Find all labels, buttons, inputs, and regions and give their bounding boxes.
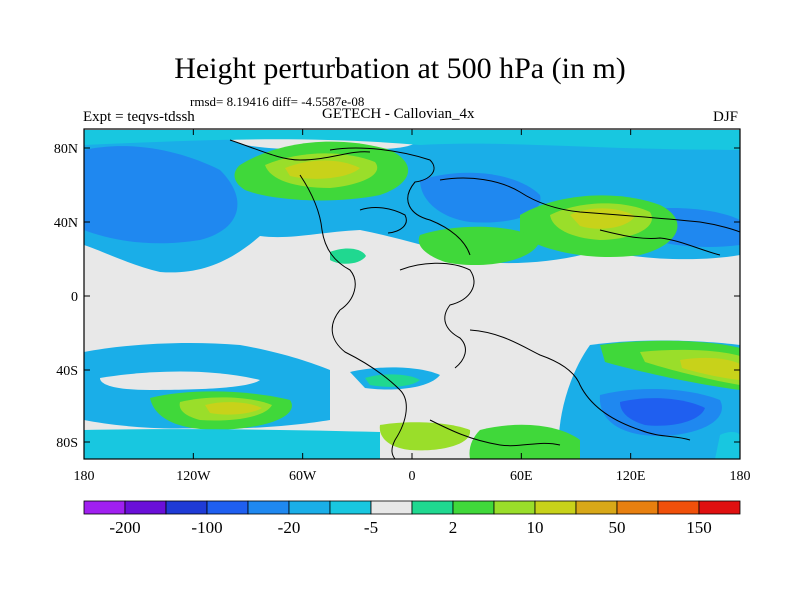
experiment-label: Expt = teqvs-tdssh bbox=[83, 109, 195, 125]
x-tick-label: 180 bbox=[74, 469, 95, 484]
contour-south-deepblue-2 bbox=[620, 398, 705, 426]
plot-title: Height perturbation at 500 hPa (in m) bbox=[174, 52, 626, 85]
y-axis: 80N 40N 0 40S 80S bbox=[54, 142, 740, 451]
contour-north-green-3 bbox=[418, 226, 540, 266]
model-label: GETECH - Callovian_4x bbox=[322, 106, 475, 122]
colorbar: -200 -100 -20 -5 2 10 50 150 bbox=[83, 500, 741, 537]
x-tick-label: 120W bbox=[176, 469, 211, 484]
x-axis: 180 120W 60W 0 60E 120E 180 bbox=[74, 129, 751, 484]
contour-south-green-4 bbox=[469, 424, 580, 459]
contour-south-cyan-1 bbox=[84, 429, 380, 459]
x-tick-label: 60W bbox=[289, 469, 317, 484]
colorbar-swatch bbox=[83, 500, 126, 515]
contour-north-teal bbox=[330, 248, 366, 264]
colorbar-swatch bbox=[575, 500, 618, 515]
colorbar-swatch bbox=[288, 500, 331, 515]
contour-north-olive-2 bbox=[570, 208, 635, 229]
colorbar-swatch bbox=[493, 500, 536, 515]
colorbar-swatch bbox=[452, 500, 495, 515]
colorbar-swatch bbox=[206, 500, 249, 515]
contour-south-white-gap bbox=[100, 371, 260, 390]
x-tick-label: 60E bbox=[510, 469, 533, 484]
colorbar-swatch bbox=[698, 500, 741, 515]
contour-south-olive-3 bbox=[680, 357, 740, 380]
colorbar-label: -100 bbox=[191, 518, 222, 537]
colorbar-label: -200 bbox=[109, 518, 140, 537]
season-label: DJF bbox=[713, 109, 739, 125]
x-tick-label: 0 bbox=[409, 469, 416, 484]
y-tick-label: 40N bbox=[54, 216, 78, 231]
contour-north-olive-1 bbox=[285, 160, 360, 179]
colorbar-swatch bbox=[124, 500, 167, 515]
x-tick-label: 180 bbox=[730, 469, 751, 484]
colorbar-swatch bbox=[329, 500, 372, 515]
contour-south-green-2 bbox=[379, 422, 471, 451]
contour-south-olive-1 bbox=[205, 402, 262, 415]
colorbar-swatch bbox=[247, 500, 290, 515]
x-tick-label: 120E bbox=[616, 469, 646, 484]
colorbar-swatch bbox=[657, 500, 700, 515]
colorbar-label: -20 bbox=[278, 518, 301, 537]
y-tick-label: 0 bbox=[71, 290, 78, 305]
colorbar-swatch bbox=[370, 500, 413, 515]
contour-field bbox=[84, 129, 740, 459]
stats-text: rmsd= 8.19416 diff= -4.5587e-08 bbox=[190, 94, 365, 109]
colorbar-label: 10 bbox=[527, 518, 544, 537]
colorbar-label: -5 bbox=[364, 518, 378, 537]
coastlines bbox=[229, 139, 740, 459]
y-tick-label: 80N bbox=[54, 142, 78, 157]
contour-south-teal bbox=[365, 374, 420, 387]
contour-north-deepblue-1 bbox=[84, 146, 238, 244]
colorbar-swatch bbox=[165, 500, 208, 515]
colorbar-label: 2 bbox=[449, 518, 458, 537]
colorbar-swatch bbox=[534, 500, 577, 515]
y-tick-label: 40S bbox=[56, 364, 78, 379]
contour-south-cyan-2 bbox=[715, 432, 740, 459]
colorbar-swatch bbox=[411, 500, 454, 515]
colorbar-swatch bbox=[616, 500, 659, 515]
colorbar-label: 150 bbox=[686, 518, 712, 537]
contour-north-deepblue-2 bbox=[420, 172, 541, 223]
contour-north-cyan-1 bbox=[84, 130, 740, 150]
y-tick-label: 80S bbox=[56, 436, 78, 451]
colorbar-label: 50 bbox=[609, 518, 626, 537]
